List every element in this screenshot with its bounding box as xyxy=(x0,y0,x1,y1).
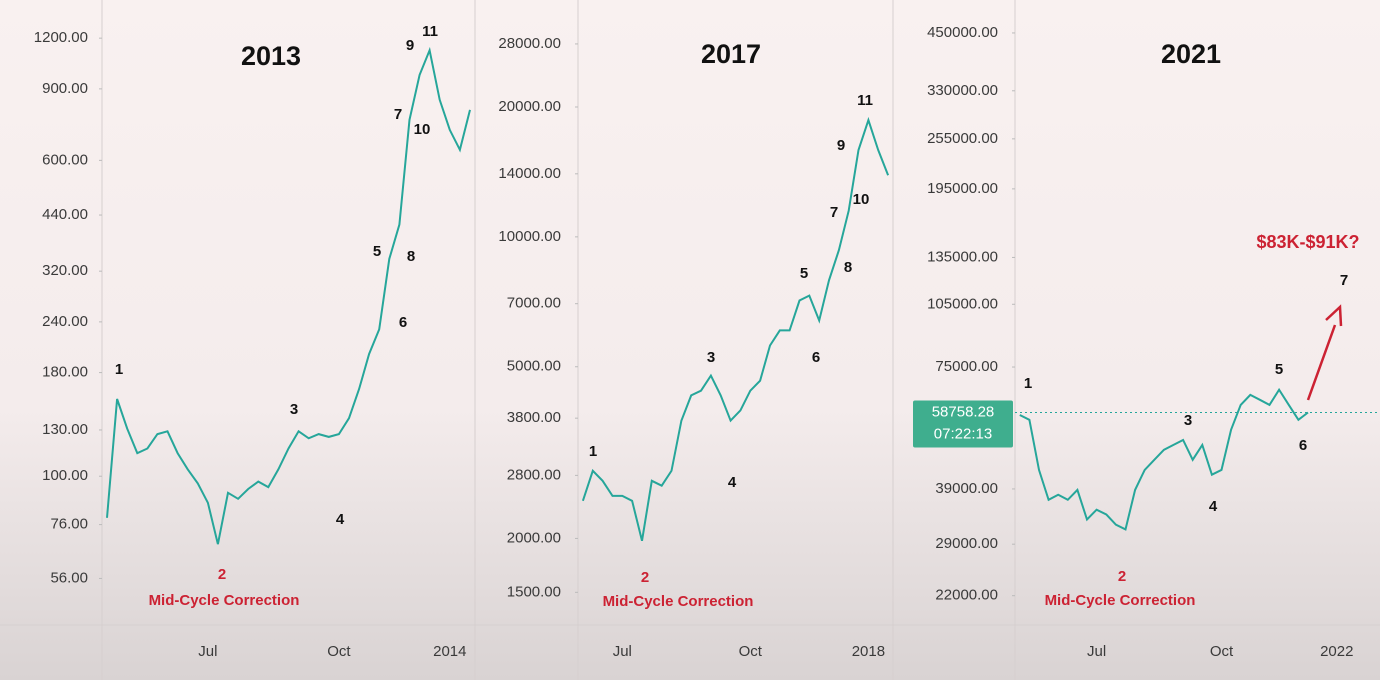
wave-label: 7 xyxy=(830,204,838,221)
y-tick-label: 130.00 xyxy=(42,421,88,438)
price-badge xyxy=(913,400,1013,448)
wave-label: 9 xyxy=(406,37,414,54)
wave-label: 11 xyxy=(857,92,873,109)
x-tick-label: Oct xyxy=(739,643,763,660)
y-tick-label: 5000.00 xyxy=(507,358,561,375)
wave-label: 6 xyxy=(1299,437,1307,454)
note: Mid-Cycle Correction xyxy=(603,593,754,610)
wave-label: 1 xyxy=(115,361,123,378)
wave-label: 9 xyxy=(837,137,845,154)
x-tick-label: 2014 xyxy=(433,643,466,660)
x-tick-label: Oct xyxy=(327,643,351,660)
y-tick-label: 255000.00 xyxy=(927,130,998,147)
wave-label: 2 xyxy=(1118,568,1126,585)
y-tick-label: 195000.00 xyxy=(927,180,998,197)
y-tick-label: 330000.00 xyxy=(927,82,998,99)
wave-label: 2 xyxy=(218,566,226,583)
y-tick-label: 135000.00 xyxy=(927,248,998,265)
panel-title: 2017 xyxy=(701,39,761,69)
y-tick-label: 3800.00 xyxy=(507,409,561,426)
wave-label: 7 xyxy=(1340,272,1348,289)
y-tick-label: 10000.00 xyxy=(498,228,561,245)
countdown: 07:22:13 xyxy=(934,425,992,442)
y-tick-label: 450000.00 xyxy=(927,24,998,41)
y-tick-label: 900.00 xyxy=(42,80,88,97)
y-tick-label: 105000.00 xyxy=(927,295,998,312)
wave-label: 3 xyxy=(290,401,298,418)
note: Mid-Cycle Correction xyxy=(1045,592,1196,609)
y-tick-label: 39000.00 xyxy=(935,480,998,497)
price-label: 58758.28 xyxy=(932,403,995,420)
x-tick-label: Jul xyxy=(1087,643,1106,660)
x-tick-label: 2018 xyxy=(852,643,885,660)
price-line xyxy=(106,46,471,545)
y-tick-label: 75000.00 xyxy=(935,358,998,375)
price-line xyxy=(1019,387,1309,531)
panel-title: 2021 xyxy=(1161,39,1221,69)
wave-label: 4 xyxy=(336,511,345,528)
wave-label: 10 xyxy=(414,121,431,138)
y-tick-label: 56.00 xyxy=(50,569,88,586)
y-tick-label: 100.00 xyxy=(42,467,88,484)
y-tick-label: 180.00 xyxy=(42,364,88,381)
wave-label: 8 xyxy=(407,248,415,265)
wave-label: 2 xyxy=(641,569,649,586)
note: Mid-Cycle Correction xyxy=(149,592,300,609)
x-tick-label: Jul xyxy=(613,643,632,660)
y-tick-label: 1200.00 xyxy=(34,29,88,46)
y-tick-label: 22000.00 xyxy=(935,587,998,604)
y-tick-label: 320.00 xyxy=(42,262,88,279)
y-tick-label: 1500.00 xyxy=(507,583,561,600)
wave-label: 8 xyxy=(844,259,852,276)
wave-label: 4 xyxy=(728,474,737,491)
y-tick-label: 440.00 xyxy=(42,206,88,223)
y-tick-label: 2000.00 xyxy=(507,529,561,546)
y-tick-label: 600.00 xyxy=(42,151,88,168)
wave-label: 1 xyxy=(589,443,597,460)
wave-label: 4 xyxy=(1209,498,1218,515)
wave-label: 5 xyxy=(373,243,381,260)
wave-label: 7 xyxy=(394,106,402,123)
x-tick-label: Jul xyxy=(198,643,217,660)
wave-label: 10 xyxy=(853,191,870,208)
y-tick-label: 29000.00 xyxy=(935,535,998,552)
y-tick-label: 7000.00 xyxy=(507,295,561,312)
arrow-head xyxy=(1325,304,1343,327)
wave-label: 5 xyxy=(800,265,808,282)
y-tick-label: 14000.00 xyxy=(498,165,561,182)
price-line xyxy=(581,116,890,542)
x-tick-label: Oct xyxy=(1210,643,1234,660)
y-tick-label: 76.00 xyxy=(50,516,88,533)
y-tick-label: 2800.00 xyxy=(507,466,561,483)
wave-label: 1 xyxy=(1024,375,1032,392)
y-tick-label: 240.00 xyxy=(42,313,88,330)
x-tick-label: 2022 xyxy=(1320,643,1353,660)
wave-label: 3 xyxy=(707,349,715,366)
y-tick-label: 20000.00 xyxy=(498,98,561,115)
wave-label: 11 xyxy=(422,23,438,40)
panel-title: 2013 xyxy=(241,41,301,71)
wave-label: 3 xyxy=(1184,412,1192,429)
target-label: $83K-$91K? xyxy=(1256,232,1359,252)
wave-label: 5 xyxy=(1275,361,1283,378)
wave-label: 6 xyxy=(812,349,820,366)
y-tick-label: 28000.00 xyxy=(498,35,561,52)
wave-label: 6 xyxy=(399,314,407,331)
arrow xyxy=(1306,324,1337,401)
